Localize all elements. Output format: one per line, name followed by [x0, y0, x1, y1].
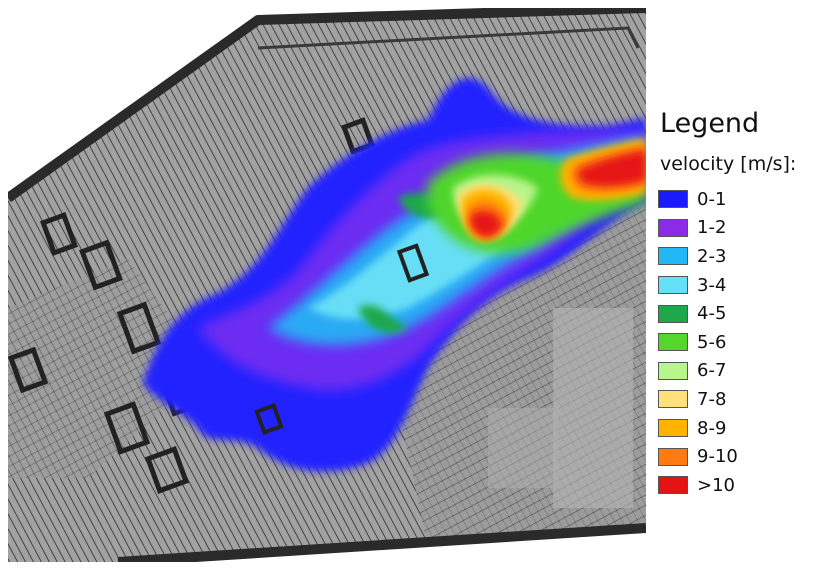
- building: [116, 301, 162, 355]
- building: [79, 239, 123, 291]
- legend-swatch: [658, 419, 688, 438]
- legend-label: 8-9: [697, 417, 727, 439]
- legend-subtitle: velocity [m/s]:: [660, 153, 797, 175]
- legend-swatch: [658, 476, 688, 495]
- legend-item: 4-5: [658, 299, 810, 328]
- legend-label: 5-6: [697, 331, 727, 353]
- buildings-overlay: [254, 243, 430, 435]
- legend-label: 9-10: [697, 446, 738, 468]
- legend-swatch: [658, 218, 688, 237]
- legend-label: 0-1: [697, 188, 727, 210]
- legend-item: 6-7: [658, 357, 810, 386]
- legend-swatch: [658, 304, 688, 323]
- building: [39, 211, 79, 257]
- legend-swatch: [658, 247, 688, 266]
- legend-item: 2-3: [658, 242, 810, 271]
- legend-item: 5-6: [658, 328, 810, 357]
- map-canvas: [8, 8, 646, 562]
- legend-title: Legend: [660, 108, 760, 139]
- legend-swatch: [658, 447, 688, 466]
- legend-label: 2-3: [697, 245, 727, 267]
- legend-item: 8-9: [658, 414, 810, 443]
- legend-swatch: [658, 390, 688, 409]
- building: [8, 346, 49, 394]
- velocity-zone-gt10: [470, 150, 646, 237]
- building: [103, 401, 151, 455]
- legend-label: >10: [697, 474, 735, 496]
- legend-swatch: [658, 361, 688, 380]
- legend-items: 0-1 1-2 2-3 3-4 4-5 5-6 6-7 7-8 8-9 9-10 >10: [658, 185, 810, 500]
- legend-label: 7-8: [697, 388, 727, 410]
- road-edge: [257, 26, 640, 50]
- legend-swatch: [658, 276, 688, 295]
- domain-boundary-bottom: [117, 523, 646, 562]
- domain-boundary: [8, 8, 646, 203]
- legend-label: 3-4: [697, 274, 727, 296]
- legend: Legend velocity [m/s]: 0-1 1-2 2-3 3-4 4-5 5-…: [658, 108, 810, 500]
- legend-item: 0-1: [658, 185, 810, 214]
- legend-label: 6-7: [697, 360, 727, 382]
- legend-label: 1-2: [697, 217, 727, 239]
- legend-item: 3-4: [658, 271, 810, 300]
- legend-item: 9-10: [658, 442, 810, 471]
- legend-item: 1-2: [658, 214, 810, 243]
- legend-item: 7-8: [658, 385, 810, 414]
- legend-item: >10: [658, 471, 810, 500]
- legend-swatch: [658, 333, 688, 352]
- building: [144, 446, 190, 494]
- legend-swatch: [658, 190, 688, 209]
- velocity-map: [8, 8, 646, 562]
- legend-label: 4-5: [697, 303, 727, 325]
